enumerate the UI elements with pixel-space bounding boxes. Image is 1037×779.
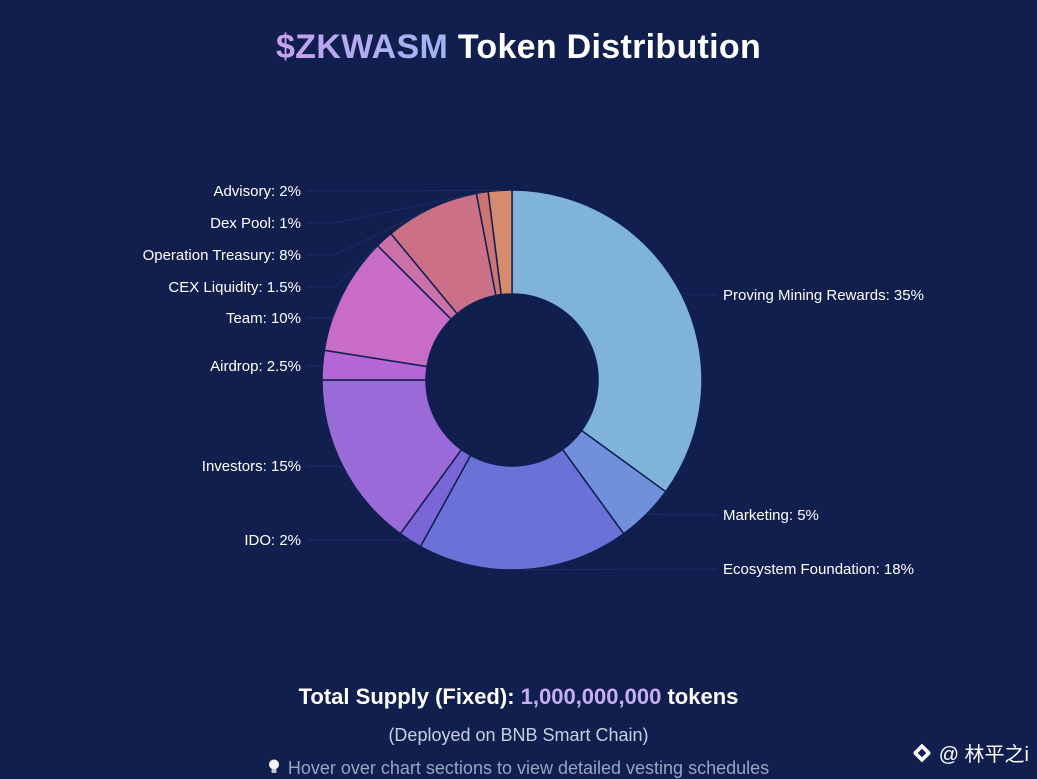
slice-proving-mining-rewards[interactable] [512, 190, 702, 492]
leader-line-advisory [307, 190, 500, 191]
label-airdrop: Airdrop: 2.5% [210, 358, 301, 375]
binance-logo-icon [911, 742, 933, 764]
label-dex-pool: Dex Pool: 1% [210, 215, 301, 232]
watermark: @ 林平之i [911, 738, 1029, 767]
deployed-note: (Deployed on BNB Smart Chain) [0, 725, 1037, 746]
label-proving-mining-rewards: Proving Mining Rewards: 35% [723, 287, 924, 304]
label-ecosystem-foundation: Ecosystem Foundation: 18% [723, 561, 914, 578]
leader-line-marketing [646, 514, 717, 515]
label-operation-treasury: Operation Treasury: 8% [143, 247, 301, 264]
supply-amount: 1,000,000,000 [521, 684, 662, 709]
label-advisory: Advisory: 2% [213, 183, 301, 200]
chart-slices [322, 190, 702, 570]
leader-line-airdrop [307, 365, 323, 366]
lightbulb-icon [268, 759, 280, 775]
hint-text: Hover over chart sections to view detail… [288, 758, 769, 778]
leader-line-ecosystem-foundation [524, 569, 717, 570]
hover-hint: Hover over chart sections to view detail… [0, 758, 1037, 779]
label-ido: IDO: 2% [244, 532, 301, 549]
leader-line-proving-mining-rewards [681, 294, 717, 295]
total-supply: Total Supply (Fixed): 1,000,000,000 toke… [0, 684, 1037, 710]
supply-suffix: tokens [661, 684, 738, 709]
label-team: Team: 10% [226, 310, 301, 327]
supply-prefix: Total Supply (Fixed): [299, 684, 521, 709]
watermark-text: @ 林平之i [939, 738, 1029, 767]
label-investors: Investors: 15% [202, 458, 301, 475]
label-cex-liquidity: CEX Liquidity: 1.5% [168, 279, 301, 296]
donut-chart: Proving Mining Rewards: 35% Marketing: 5%… [0, 0, 1037, 680]
label-marketing: Marketing: 5% [723, 507, 819, 524]
